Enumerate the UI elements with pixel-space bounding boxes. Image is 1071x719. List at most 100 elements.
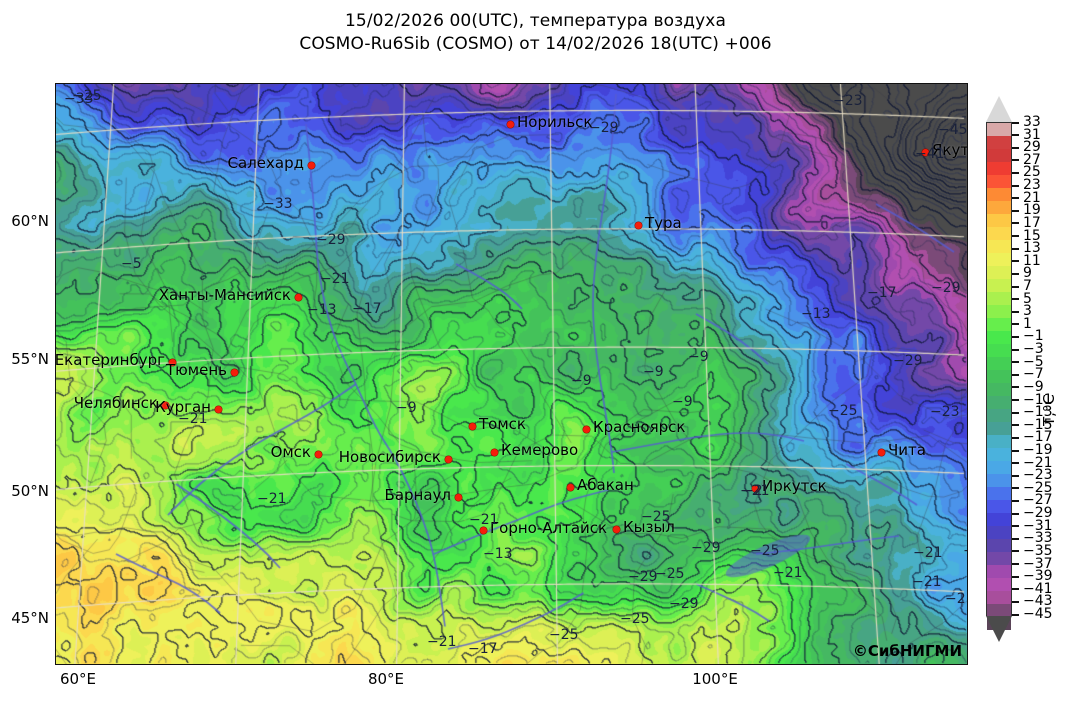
colorbar-tick [1012,121,1019,124]
contour-label: −17 [867,285,897,301]
colorbar-tick [1012,588,1019,591]
colorbar-tick [1012,449,1019,452]
colorbar-tick [1012,260,1019,263]
contour-label: −13 [307,302,337,318]
colorbar-tick-label: −5 [1023,353,1044,370]
colorbar-tick-label: 9 [1023,265,1032,282]
contour-label: −23 [833,93,863,109]
contour-label: −25 [72,88,102,104]
colorbar-tick [1012,134,1019,137]
colorbar-segment [987,500,1011,513]
colorbar-tick-label: −37 [1023,555,1053,572]
contour-label: −21 [178,411,208,427]
colorbar-segment [987,227,1011,240]
contour-label: −17 [468,641,498,657]
colorbar-tick-label: −17 [1023,429,1053,446]
contour-label: −25 [620,611,650,627]
colorbar-segment [987,344,1011,357]
colorbar-segment [987,435,1011,448]
contour-label: −33 [64,91,94,107]
contour-label: −5 [121,256,142,272]
contour-label: −29 [669,596,699,612]
colorbar-segment [987,474,1011,487]
contour-label: −13 [801,306,831,322]
y-axis-tick-label: 60°N [11,212,49,230]
contour-label: −21 [257,491,287,507]
contour-label: −29 [628,569,658,585]
contour-label: −23 [930,404,960,420]
copyright-credit: ©СибНИГМИ [852,642,962,660]
colorbar-tick-label: −39 [1023,568,1053,585]
colorbar-tick [1012,235,1019,238]
colorbar-segment [987,318,1011,331]
colorbar-tick [1012,298,1019,301]
contour-label: −21 [427,634,457,650]
colorbar-segment [987,526,1011,539]
contour-label: −21 [913,545,943,561]
colorbar-segment [987,370,1011,383]
colorbar-tick-label: −23 [1023,467,1053,484]
colorbar-tick [1012,474,1019,477]
colorbar-tick [1012,487,1019,490]
colorbar-tick [1012,361,1019,364]
colorbar-segment [987,240,1011,253]
colorbar-tick [1012,285,1019,288]
contour-label: −25 [549,627,579,643]
colorbar-tick-label: 33 [1023,114,1041,130]
colorbar-tick [1012,184,1019,187]
page-title: 15/02/2026 00(UTC), температура воздуха … [0,10,1071,56]
colorbar-tick-label: −29 [1023,505,1053,522]
colorbar-segment [987,578,1011,591]
colorbar-tick [1012,272,1019,275]
colorbar-tick [1012,171,1019,174]
contour-label: −29 [316,232,346,248]
title-line-1: 15/02/2026 00(UTC), температура воздуха [345,11,726,31]
colorbar-segment [987,487,1011,500]
contour-label: −25 [828,403,858,419]
colorbar-tick-label: 25 [1023,164,1041,181]
colorbar-tick-label: −35 [1023,542,1053,559]
contour-label: −21 [469,512,499,528]
colorbar-tick-label: −25 [1023,479,1053,496]
temperature-map-plot[interactable]: НорильскСалехардЯкутскТураХанты-Мансийск… [55,83,968,665]
colorbar-segment [987,253,1011,266]
contour-label: −29 [691,540,721,556]
temperature-field-canvas [56,84,967,664]
colorbar-tick [1012,159,1019,162]
colorbar-segment [987,604,1011,617]
colorbar[interactable]: 33 31 29 27 25 23 21 19 17 15 13 11 9 7 5 3 1 −1 −3 −5 −7 −9−… [984,96,1070,666]
colorbar-tick [1012,373,1019,376]
x-axis-tick-label: 60°E [59,670,97,688]
contour-label: −17 [352,301,382,317]
contour-label: −25 [641,509,671,525]
contour-label: −33 [263,196,293,212]
colorbar-tick-label: 31 [1023,126,1041,143]
colorbar-tick-label: −11 [1023,391,1053,408]
colorbar-tick-label: −43 [1023,593,1053,610]
colorbar-tick-label: 21 [1023,189,1041,206]
colorbar-segment [987,357,1011,370]
colorbar-segment [987,188,1011,201]
title-line-2: COSMO-Ru6Sib (COSMO) от 14/02/2026 18(UT… [299,34,772,54]
colorbar-tick-label: −31 [1023,517,1053,534]
colorbar-segment [987,422,1011,435]
colorbar-tick [1012,512,1019,515]
colorbar-tick [1012,563,1019,566]
contour-label: −9 [571,373,592,389]
colorbar-tick [1012,575,1019,578]
colorbar-tick-label: −41 [1023,580,1053,597]
colorbar-segment [987,175,1011,188]
colorbar-segment [987,383,1011,396]
colorbar-segment [987,513,1011,526]
colorbar-segment [987,305,1011,318]
colorbar-tick-label: 29 [1023,139,1041,156]
colorbar-tick [1012,499,1019,502]
colorbar-tick [1012,197,1019,200]
contour-label: −21 [912,574,942,590]
colorbar-gradient [986,122,1012,630]
colorbar-tick [1012,323,1019,326]
colorbar-tick [1012,222,1019,225]
colorbar-segment [987,539,1011,552]
colorbar-tick-label: −15 [1023,416,1053,433]
colorbar-tick-label: 7 [1023,278,1032,294]
